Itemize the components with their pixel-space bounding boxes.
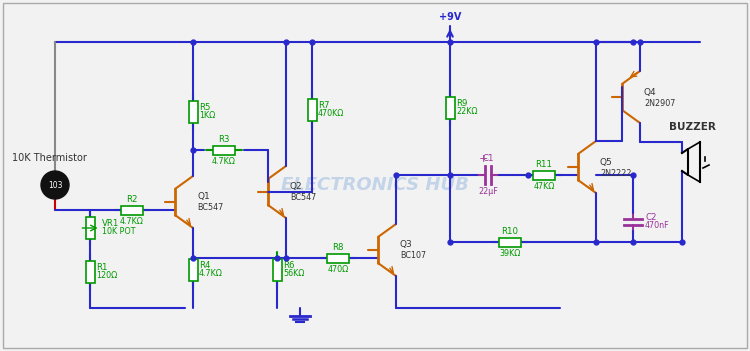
Text: 47KΩ: 47KΩ <box>533 182 555 191</box>
Text: R5: R5 <box>199 104 211 113</box>
Text: 22μF: 22μF <box>478 187 498 196</box>
Text: 4.7KΩ: 4.7KΩ <box>120 217 144 226</box>
Text: 470KΩ: 470KΩ <box>318 110 344 119</box>
Text: R9: R9 <box>456 99 467 108</box>
Text: R1: R1 <box>96 264 107 272</box>
Bar <box>446 97 454 119</box>
Bar <box>272 259 281 281</box>
Text: C1: C1 <box>482 154 494 163</box>
Text: Q5: Q5 <box>600 158 613 166</box>
Text: C2: C2 <box>645 213 656 223</box>
Text: 470nF: 470nF <box>645 221 670 231</box>
Text: 56KΩ: 56KΩ <box>283 270 304 278</box>
Bar <box>213 146 235 154</box>
Bar <box>308 99 316 121</box>
Text: Q3: Q3 <box>400 240 412 250</box>
Text: 2N2907: 2N2907 <box>644 99 675 107</box>
Text: R7: R7 <box>318 101 329 111</box>
Text: 10K Thermistor: 10K Thermistor <box>12 153 87 163</box>
Text: +: + <box>478 154 488 164</box>
Text: R8: R8 <box>332 243 344 252</box>
Text: 120Ω: 120Ω <box>96 272 117 280</box>
Bar <box>499 238 521 246</box>
Text: 2N2222: 2N2222 <box>600 168 632 178</box>
Bar <box>86 261 94 283</box>
Text: BC547: BC547 <box>197 204 223 212</box>
Bar <box>533 171 555 179</box>
Text: R6: R6 <box>283 261 295 271</box>
Text: 470Ω: 470Ω <box>327 265 349 274</box>
Text: R4: R4 <box>199 261 211 271</box>
Bar <box>327 253 349 263</box>
Bar <box>188 101 197 123</box>
Text: BUZZER: BUZZER <box>668 122 716 132</box>
Text: ELECTRONICS HUB: ELECTRONICS HUB <box>281 176 469 194</box>
Text: 4.7KΩ: 4.7KΩ <box>199 270 223 278</box>
Text: Q2: Q2 <box>290 183 302 192</box>
Text: BC547: BC547 <box>290 193 316 203</box>
Text: Q1: Q1 <box>197 192 210 201</box>
Text: 4.7KΩ: 4.7KΩ <box>212 157 236 166</box>
Bar <box>188 259 197 281</box>
Text: 103: 103 <box>48 180 62 190</box>
Bar <box>121 205 143 214</box>
Text: BC107: BC107 <box>400 252 426 260</box>
Text: +9V: +9V <box>439 12 461 22</box>
Text: VR1: VR1 <box>102 219 119 229</box>
Text: 10K POT: 10K POT <box>102 227 136 237</box>
Text: 39KΩ: 39KΩ <box>500 249 520 258</box>
Text: 1KΩ: 1KΩ <box>199 112 215 120</box>
Text: R3: R3 <box>218 135 229 144</box>
Text: R2: R2 <box>126 195 138 204</box>
Text: Q4: Q4 <box>644 87 657 97</box>
Bar <box>86 217 94 239</box>
Text: 22KΩ: 22KΩ <box>456 107 478 117</box>
Text: R11: R11 <box>536 160 553 169</box>
Text: R10: R10 <box>502 227 518 236</box>
Circle shape <box>41 171 69 199</box>
